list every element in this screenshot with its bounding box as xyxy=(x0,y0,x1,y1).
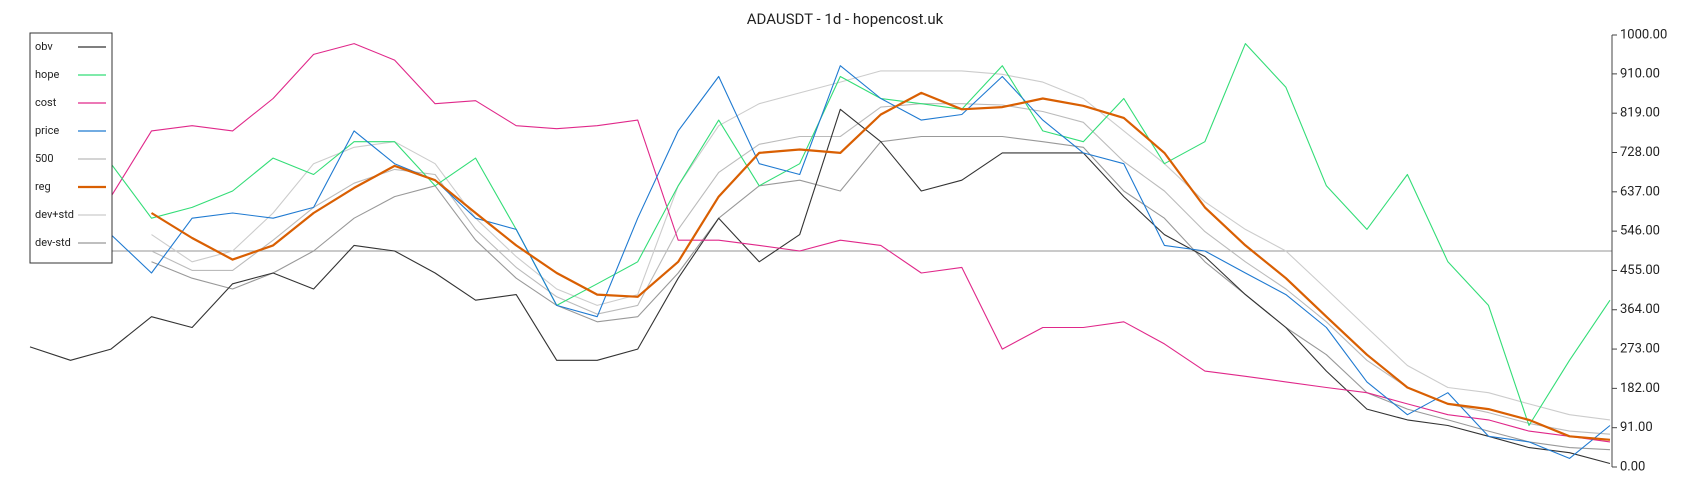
series-line xyxy=(110,43,1611,443)
legend-label: dev+std xyxy=(35,208,74,221)
legend-label: obv xyxy=(35,40,53,53)
series-line xyxy=(151,135,1611,451)
y-tick-label: 182.00 xyxy=(1620,381,1660,396)
y-tick-label: 819.00 xyxy=(1620,106,1660,121)
legend-label: cost xyxy=(35,96,57,109)
y-tick-label: 273.00 xyxy=(1620,342,1660,357)
series-line xyxy=(110,65,1611,459)
chart-title: ADAUSDT - 1d - hopencost.uk xyxy=(747,10,944,28)
series-line xyxy=(151,103,1611,435)
legend-label: hope xyxy=(35,68,60,81)
legend-label: reg xyxy=(35,180,51,193)
y-tick-label: 728.00 xyxy=(1620,145,1660,160)
y-tick-label: 637.00 xyxy=(1620,184,1660,199)
series-line xyxy=(150,91,1611,441)
y-tick-label: 546.00 xyxy=(1620,224,1660,239)
legend-label: 500 xyxy=(35,152,54,165)
series-line xyxy=(110,43,1611,427)
y-tick-label: 0.00 xyxy=(1620,459,1645,474)
lines-layer xyxy=(29,43,1611,465)
axis-layer: 0.00 91.00 182.00 273.00 364.00 455.00 546.00 6… xyxy=(1611,27,1667,474)
y-tick-label: 1000.00 xyxy=(1620,27,1667,42)
y-tick-label: 910.00 xyxy=(1620,66,1660,81)
y-tick-label: 91.00 xyxy=(1620,420,1653,435)
y-tick-label: 455.00 xyxy=(1620,263,1660,278)
y-tick-label: 364.00 xyxy=(1620,302,1660,317)
legend: obv hope cost price 500 reg dev+std dev-std xyxy=(29,32,113,264)
legend-label: price xyxy=(35,124,59,137)
legend-label: dev-std xyxy=(35,236,71,249)
legend-box xyxy=(29,32,113,264)
